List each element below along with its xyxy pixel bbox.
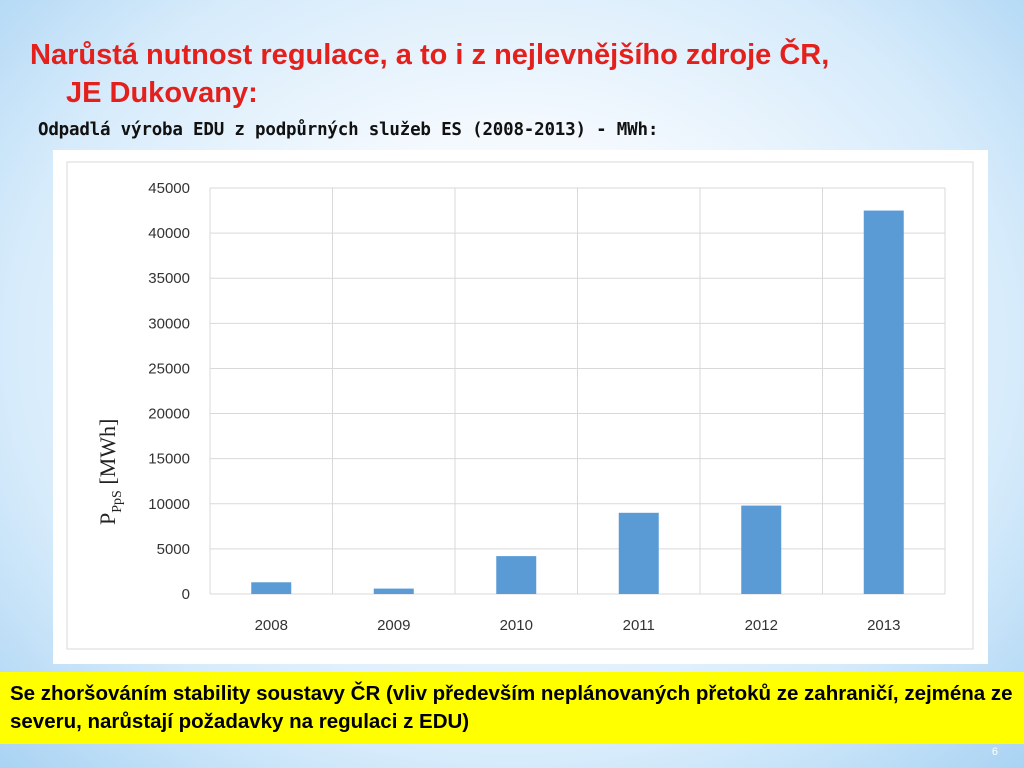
y-tick-label: 20000 bbox=[148, 406, 190, 423]
x-tick-label: 2012 bbox=[745, 617, 778, 634]
y-axis-title-main: P bbox=[95, 513, 120, 525]
bar-2009 bbox=[373, 588, 414, 594]
y-tick-label: 15000 bbox=[148, 451, 190, 468]
chart-panel: 0 5000 10000 15000 20000 25000 30000 35000 40000… bbox=[53, 150, 988, 664]
y-tick-label: 35000 bbox=[148, 270, 190, 287]
x-tick-labels: 2008 2009 2010 2011 2012 2013 bbox=[255, 617, 901, 634]
y-tick-label: 10000 bbox=[148, 496, 190, 513]
x-tick-label: 2013 bbox=[867, 617, 900, 634]
y-axis-title: PPpS [MWh] bbox=[95, 419, 125, 525]
bar-2012 bbox=[741, 505, 782, 594]
page-number: 6 bbox=[991, 746, 998, 758]
y-tick-label: 30000 bbox=[148, 315, 190, 332]
y-tick-label: 40000 bbox=[148, 225, 190, 242]
bar-chart: 0 5000 10000 15000 20000 25000 30000 35000 40000… bbox=[66, 161, 974, 650]
x-tick-label: 2008 bbox=[255, 617, 288, 634]
grid-lines bbox=[209, 187, 946, 595]
y-tick-label: 25000 bbox=[148, 360, 190, 377]
y-tick-label: 5000 bbox=[157, 541, 190, 558]
bar-2010 bbox=[496, 556, 537, 594]
y-axis-title-unit: [MWh] bbox=[95, 419, 120, 490]
y-axis-title-sub: PpS bbox=[110, 490, 125, 513]
x-tick-label: 2011 bbox=[623, 617, 655, 634]
plot-frame bbox=[66, 161, 974, 650]
x-tick-label: 2010 bbox=[500, 617, 533, 634]
bar-2011 bbox=[618, 512, 659, 594]
slide-title-line2: JE Dukovany: bbox=[66, 77, 258, 109]
x-tick-label: 2009 bbox=[377, 617, 410, 634]
bars bbox=[251, 210, 904, 595]
y-tick-label: 0 bbox=[182, 586, 190, 603]
slide-title-line1: Narůstá nutnost regulace, a to i z nejle… bbox=[30, 39, 830, 71]
highlight-note: Se zhoršováním stability soustavy ČR (vl… bbox=[0, 672, 1024, 744]
y-tick-label: 45000 bbox=[148, 180, 190, 197]
bar-2013 bbox=[863, 210, 904, 595]
slide-title: Narůstá nutnost regulace, a to i z nejle… bbox=[30, 36, 1000, 112]
bar-2008 bbox=[251, 582, 292, 594]
slide-subtitle: Odpadlá výroba EDU z podpůrných služeb E… bbox=[38, 120, 659, 140]
y-tick-labels: 0 5000 10000 15000 20000 25000 30000 35000 40000… bbox=[148, 180, 190, 603]
